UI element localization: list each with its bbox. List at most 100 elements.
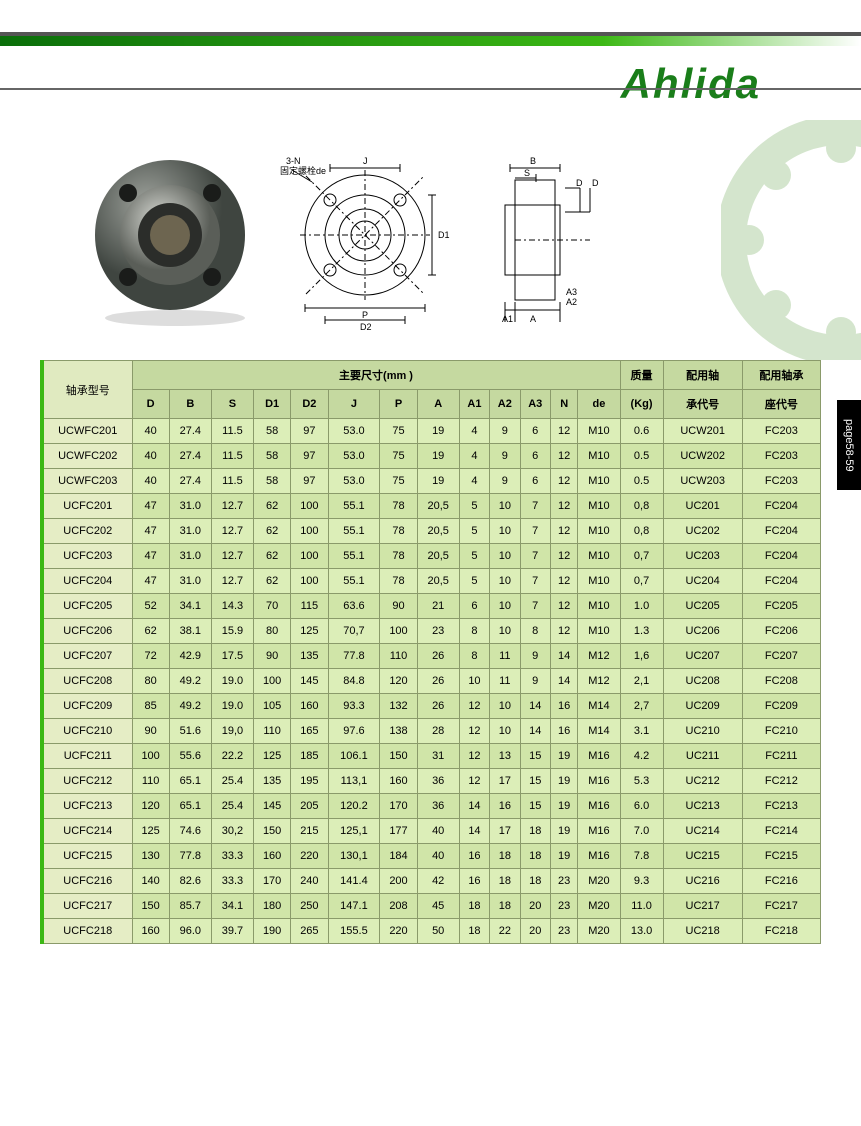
cell-D1: 170 (254, 869, 291, 894)
cell-D1: 110 (254, 719, 291, 744)
cell-br: UC216 (663, 869, 742, 894)
cell-D: 130 (132, 844, 169, 869)
svg-text:固定螺栓de: 固定螺栓de (280, 165, 326, 176)
cell-A1: 5 (459, 494, 489, 519)
cell-A3: 18 (520, 869, 550, 894)
cell-J: 97.6 (328, 719, 380, 744)
cell-D: 52 (132, 594, 169, 619)
cell-S: 19.0 (211, 694, 253, 719)
cell-A: 20,5 (417, 544, 459, 569)
cell-B: 31.0 (169, 519, 211, 544)
cell-Kg: 7.0 (620, 819, 663, 844)
cell-D1: 62 (254, 544, 291, 569)
th-A3: A3 (520, 390, 550, 419)
cell-A: 19 (417, 444, 459, 469)
cell-br: UC208 (663, 669, 742, 694)
cell-B: 51.6 (169, 719, 211, 744)
cell-m: UCFC217 (42, 894, 132, 919)
cell-Kg: 0.5 (620, 469, 663, 494)
cell-P: 132 (380, 694, 417, 719)
cell-S: 17.5 (211, 644, 253, 669)
cell-A: 36 (417, 769, 459, 794)
header-bar: Ahlida (40, 20, 821, 90)
cell-J: 55.1 (328, 519, 380, 544)
cell-Kg: 1.0 (620, 594, 663, 619)
green-rule (0, 36, 861, 46)
cell-J: 147.1 (328, 894, 380, 919)
cell-D: 150 (132, 894, 169, 919)
cell-A2: 9 (490, 444, 520, 469)
cell-A1: 12 (459, 769, 489, 794)
cell-hs: FC203 (742, 444, 820, 469)
cell-de: M10 (578, 444, 620, 469)
cell-A3: 9 (520, 644, 550, 669)
cell-J: 63.6 (328, 594, 380, 619)
cell-D1: 105 (254, 694, 291, 719)
cell-N: 14 (550, 669, 578, 694)
cell-S: 14.3 (211, 594, 253, 619)
cell-Kg: 0,7 (620, 544, 663, 569)
table-row: UCFC21312065.125.4145205120.217036141615… (42, 794, 821, 819)
table-row: UCFC2066238.115.98012570,710023810812M10… (42, 619, 821, 644)
cell-A3: 20 (520, 919, 550, 944)
th-bearing-code: 承代号 (663, 390, 742, 419)
svg-text:D1: D1 (438, 230, 450, 240)
svg-text:3-N: 3-N (286, 156, 301, 166)
cell-hs: FC205 (742, 594, 820, 619)
cell-D1: 62 (254, 569, 291, 594)
cell-D2: 97 (291, 469, 328, 494)
cell-D: 140 (132, 869, 169, 894)
cell-P: 177 (380, 819, 417, 844)
cell-J: 155.5 (328, 919, 380, 944)
cell-S: 12.7 (211, 569, 253, 594)
cell-B: 27.4 (169, 419, 211, 444)
cell-P: 208 (380, 894, 417, 919)
cell-D2: 97 (291, 419, 328, 444)
cell-P: 200 (380, 869, 417, 894)
cell-D1: 58 (254, 419, 291, 444)
cell-hs: FC209 (742, 694, 820, 719)
cell-S: 12.7 (211, 519, 253, 544)
cell-A: 20,5 (417, 569, 459, 594)
cell-m: UCWFC201 (42, 419, 132, 444)
cell-A: 40 (417, 819, 459, 844)
cell-hs: FC210 (742, 719, 820, 744)
cell-br: UC211 (663, 744, 742, 769)
svg-text:A3: A3 (566, 287, 577, 297)
cell-hs: FC218 (742, 919, 820, 944)
cell-Kg: 0.5 (620, 444, 663, 469)
cell-A: 50 (417, 919, 459, 944)
cell-D1: 62 (254, 519, 291, 544)
table-row: UCWFC2014027.411.5589753.0751949612M100.… (42, 419, 821, 444)
cell-m: UCWFC203 (42, 469, 132, 494)
cell-J: 55.1 (328, 494, 380, 519)
cell-de: M16 (578, 844, 620, 869)
svg-text:A: A (530, 314, 536, 324)
cell-Kg: 2,1 (620, 669, 663, 694)
cell-hs: FC208 (742, 669, 820, 694)
cell-S: 19.0 (211, 669, 253, 694)
cell-N: 23 (550, 919, 578, 944)
cell-J: 55.1 (328, 544, 380, 569)
th-weight: 质量 (620, 361, 663, 390)
th-dims-group: 主要尺寸(mm ) (132, 361, 620, 390)
cell-N: 12 (550, 444, 578, 469)
cell-S: 33.3 (211, 869, 253, 894)
cell-D1: 145 (254, 794, 291, 819)
cell-m: UCFC216 (42, 869, 132, 894)
cell-hs: FC203 (742, 419, 820, 444)
cell-P: 78 (380, 519, 417, 544)
cell-N: 16 (550, 694, 578, 719)
cell-J: 125,1 (328, 819, 380, 844)
cell-D1: 180 (254, 894, 291, 919)
cell-N: 12 (550, 619, 578, 644)
cell-A: 21 (417, 594, 459, 619)
svg-text:B: B (530, 156, 536, 166)
svg-text:D: D (576, 178, 583, 188)
cell-A2: 10 (490, 694, 520, 719)
th-J: J (328, 390, 380, 419)
cell-D1: 70 (254, 594, 291, 619)
table-row: UCFC2044731.012.76210055.17820,5510712M1… (42, 569, 821, 594)
cell-S: 12.7 (211, 544, 253, 569)
cell-A3: 7 (520, 569, 550, 594)
